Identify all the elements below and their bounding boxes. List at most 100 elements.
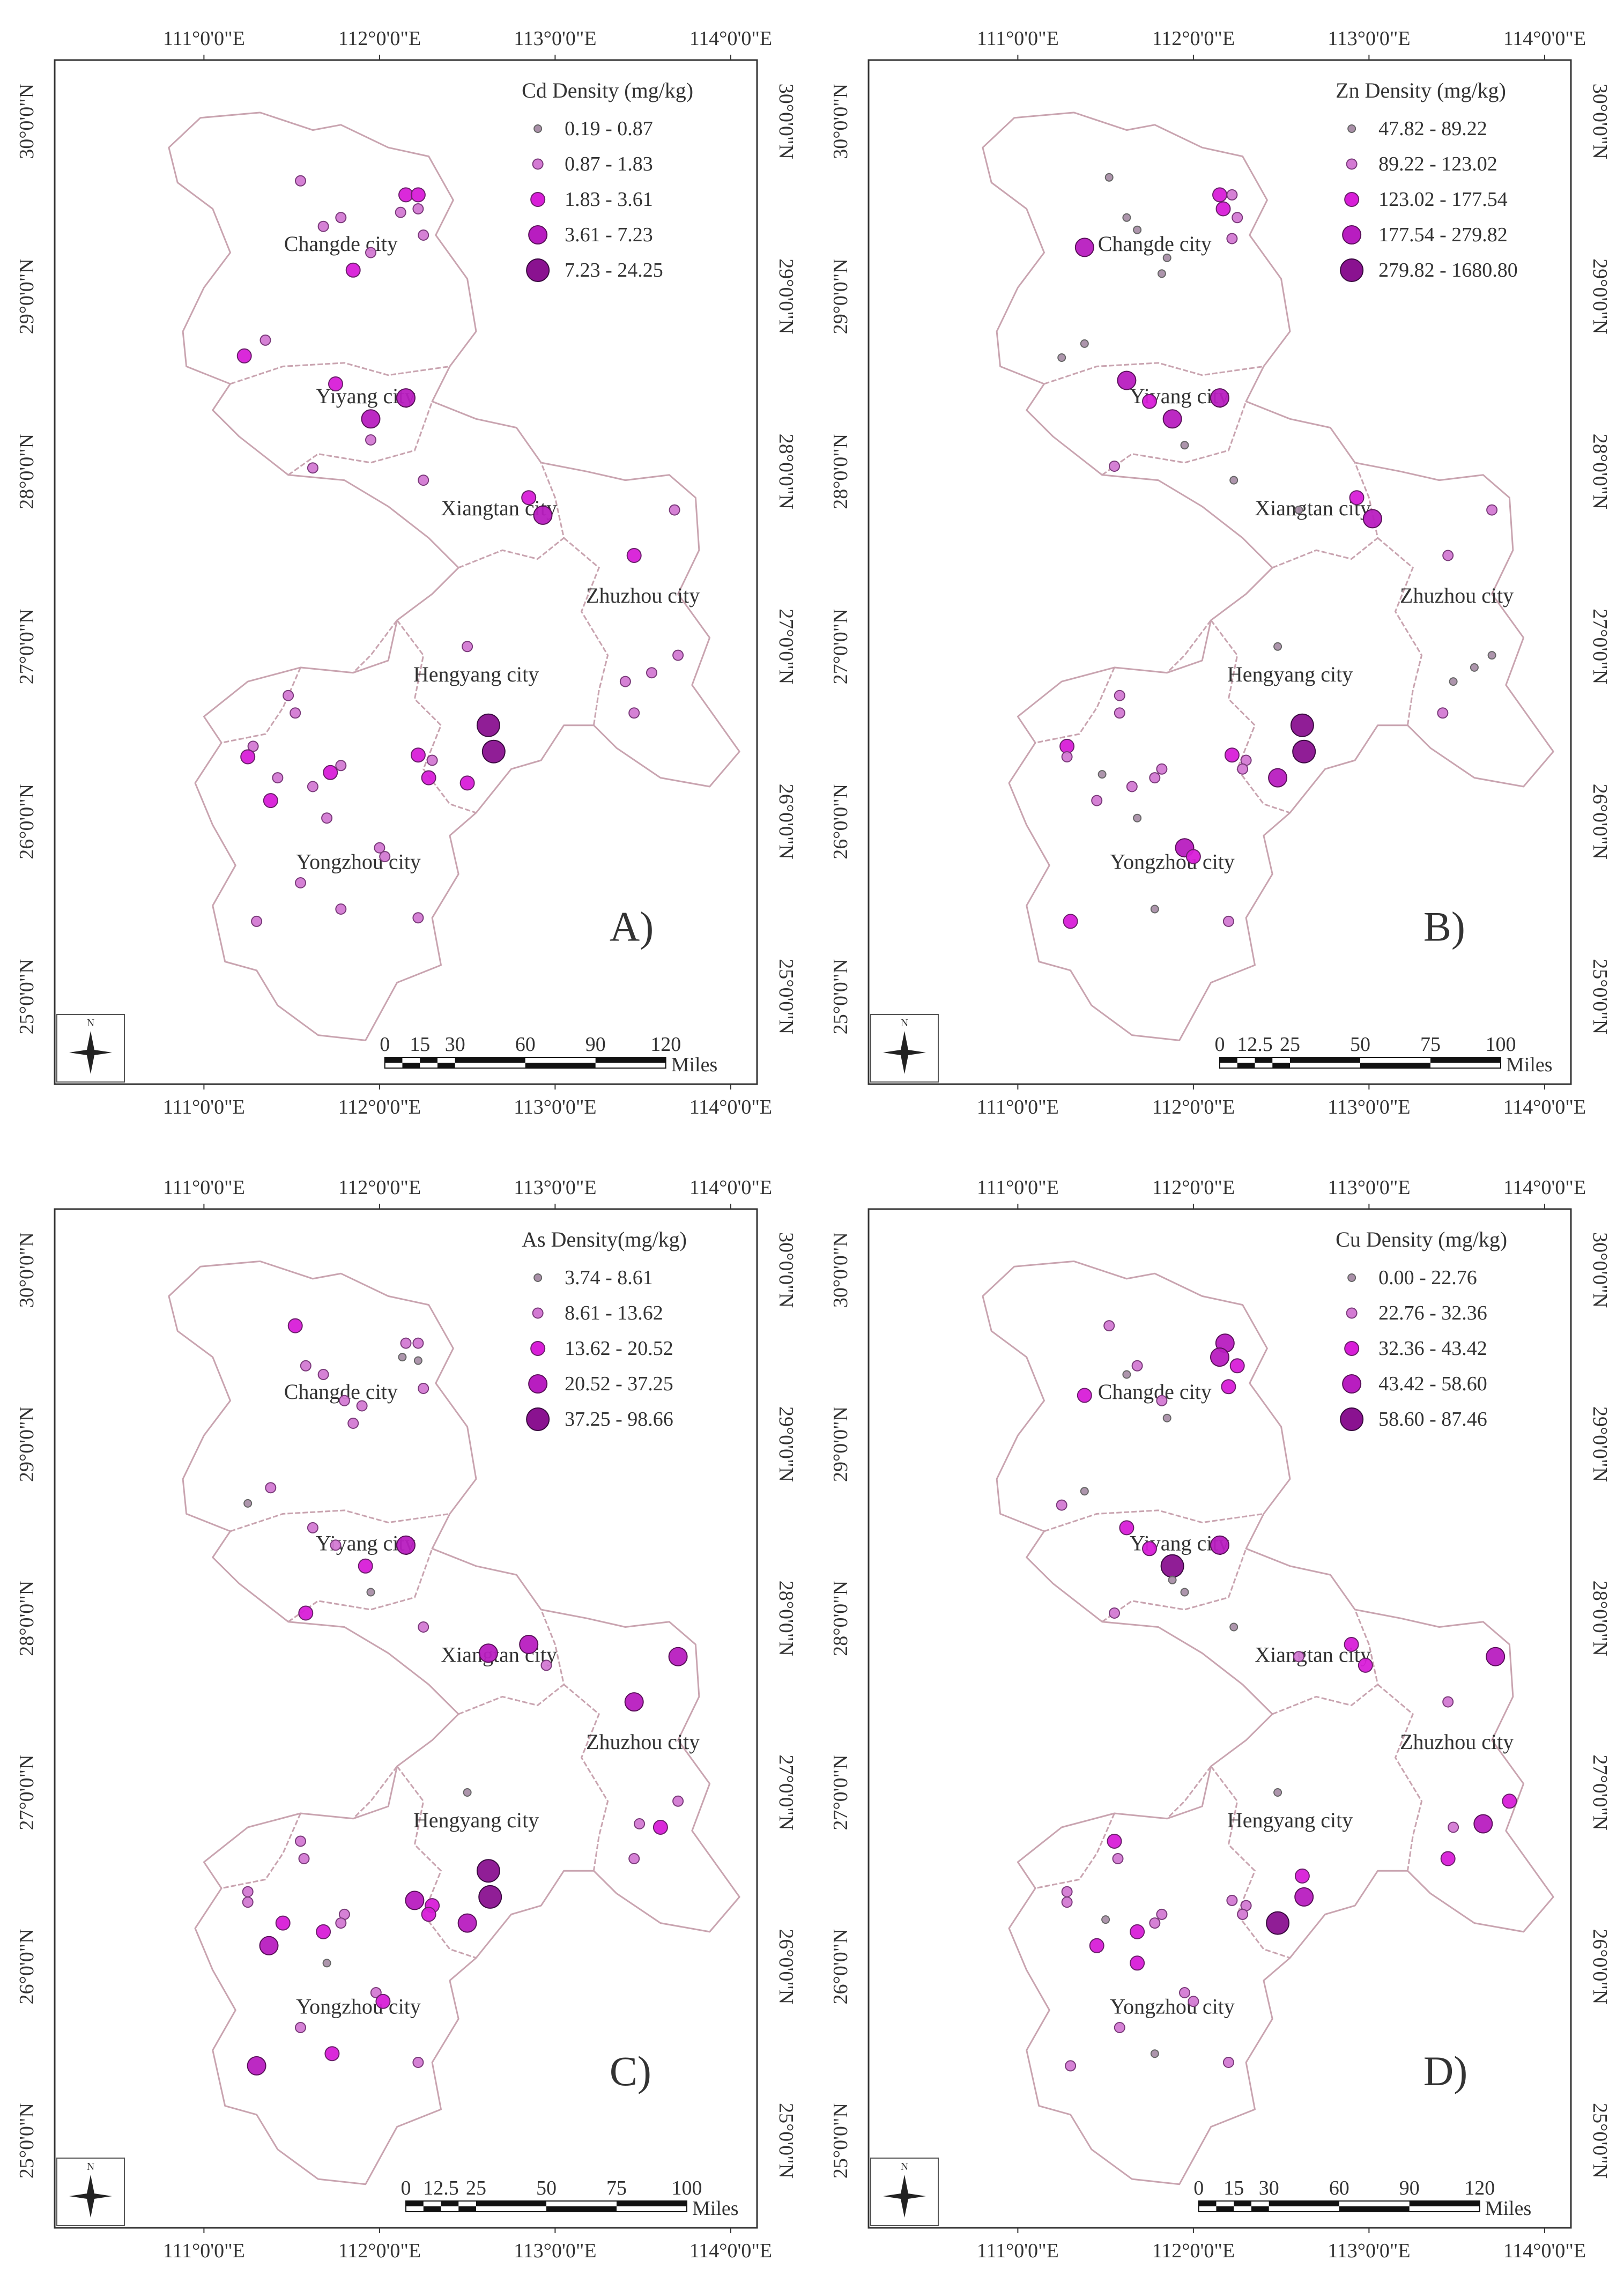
sample-point	[1156, 763, 1168, 775]
sample-point	[365, 247, 376, 258]
scale-label: 90	[585, 1033, 606, 1056]
right-lat-tick-label: 28°0'0"N	[775, 434, 797, 509]
scale-label: 30	[445, 1033, 465, 1056]
city-boundary	[1166, 1766, 1212, 1819]
left-lat-tick-label: 29°0'0"N	[829, 258, 852, 334]
sample-point	[1149, 772, 1161, 784]
right-lat-tick-label: 26°0'0"N	[1589, 784, 1611, 859]
sample-point	[1056, 1499, 1067, 1511]
sample-point	[410, 187, 426, 203]
sample-point	[338, 1395, 350, 1406]
right-lat-tick-label: 30°0'0"N	[775, 1232, 797, 1308]
sample-point	[412, 912, 424, 924]
sample-point	[1486, 1647, 1506, 1666]
sample-point	[1119, 1520, 1134, 1536]
sample-point	[1149, 1917, 1161, 1929]
sample-point	[1179, 1987, 1190, 1998]
legend-class-label: 0.00 - 22.76	[1378, 1266, 1477, 1289]
sample-point	[242, 1886, 254, 1898]
sample-point	[275, 1915, 291, 1931]
sample-point	[1162, 1413, 1171, 1422]
sample-point	[1224, 747, 1240, 763]
sample-point	[1112, 1853, 1124, 1864]
legend-symbol	[528, 225, 548, 244]
left-lat-tick-label: 25°0'0"N	[829, 2103, 852, 2178]
right-lat-tick-label: 28°0'0"N	[775, 1581, 797, 1656]
bottom-lon-tick-label: 111°0'0"E	[977, 1096, 1059, 1118]
sample-point	[1130, 1924, 1145, 1939]
sample-point	[418, 229, 429, 241]
sample-point	[370, 1987, 382, 1998]
bottom-lon-tick-label: 111°0'0"E	[977, 2240, 1059, 2262]
bottom-lon-tick-label: 113°0'0"E	[514, 1096, 596, 1118]
sample-point	[1061, 1896, 1073, 1908]
sample-point	[1222, 2057, 1234, 2068]
sample-point	[379, 851, 391, 863]
top-lon-tick-label: 114°0'0"E	[689, 27, 772, 50]
city-boundary	[1035, 667, 1115, 744]
legend-class-label: 22.76 - 32.36	[1378, 1302, 1487, 1324]
top-lon-tick-label: 112°0'0"E	[1152, 27, 1235, 50]
city-boundary	[230, 1509, 450, 1532]
sample-point	[1074, 238, 1094, 257]
top-lon-tick-label: 111°0'0"E	[977, 1176, 1059, 1199]
right-lat-tick-label: 25°0'0"N	[775, 959, 797, 1034]
scale-segment	[1237, 1063, 1255, 1068]
legend-class-label: 3.61 - 7.23	[565, 224, 653, 246]
sample-point	[1229, 1622, 1239, 1632]
sample-point	[412, 1337, 424, 1349]
scale-label: 60	[515, 1033, 536, 1056]
scale-label: 0	[1215, 1033, 1225, 1056]
left-lat-tick-label: 28°0'0"N	[829, 434, 852, 509]
left-lat-tick-label: 29°0'0"N	[829, 1406, 852, 1482]
scale-label: 12.5	[1237, 1033, 1273, 1056]
top-lon-tick-label: 113°0'0"E	[514, 1176, 596, 1199]
legend-class-label: 3.74 - 8.61	[565, 1266, 653, 1289]
sample-point	[1061, 751, 1073, 762]
sample-point	[1473, 1814, 1493, 1834]
north-label: N	[901, 2161, 908, 2173]
sample-point	[652, 1820, 668, 1835]
scale-label: 50	[1350, 1033, 1370, 1056]
sample-point	[396, 1535, 416, 1555]
sample-point	[1237, 1908, 1249, 1920]
city-boundary	[221, 667, 301, 744]
legend-symbol	[1344, 192, 1360, 207]
sample-point	[317, 220, 329, 232]
scale-label: 0	[401, 2177, 411, 2199]
sample-point	[481, 739, 506, 764]
sample-point	[295, 2022, 306, 2033]
legend-class-label: 47.82 - 89.22	[1378, 117, 1487, 140]
legend-title: Cu Density (mg/kg)	[1336, 1227, 1507, 1251]
sample-point	[317, 1369, 329, 1380]
scale-segment	[406, 2201, 424, 2206]
sample-point	[1098, 770, 1107, 779]
sample-point	[1157, 269, 1166, 278]
north-arrow-icon	[883, 1031, 926, 1074]
legend-symbol	[1342, 1374, 1362, 1394]
sample-point	[1358, 1657, 1373, 1673]
sample-point	[1440, 1851, 1456, 1866]
top-lon-tick-label: 113°0'0"E	[514, 27, 596, 50]
city-label: Hengyang city	[1227, 662, 1353, 686]
legend-class-label: 89.22 - 123.02	[1378, 153, 1497, 175]
top-lon-tick-label: 111°0'0"E	[977, 27, 1059, 50]
top-lon-tick-label: 112°0'0"E	[338, 1176, 421, 1199]
scale-label: 0	[1193, 2177, 1204, 2199]
sample-point	[1107, 1834, 1122, 1849]
sample-point	[519, 1635, 539, 1654]
sample-point	[240, 749, 256, 765]
panel-label: D)	[1423, 2048, 1467, 2094]
scale-segment	[1339, 2206, 1410, 2212]
sample-point	[1229, 476, 1239, 485]
city-boundary	[1044, 362, 1264, 385]
sample-point	[298, 1853, 310, 1864]
scale-segment	[458, 2206, 476, 2212]
sample-point	[1114, 2022, 1125, 2033]
sample-point	[1292, 739, 1316, 764]
sample-point	[1215, 201, 1231, 217]
sample-point	[1349, 490, 1365, 506]
top-lon-tick-label: 114°0'0"E	[1503, 1176, 1586, 1199]
sample-point	[1180, 441, 1189, 450]
sample-point	[1089, 1938, 1104, 1953]
